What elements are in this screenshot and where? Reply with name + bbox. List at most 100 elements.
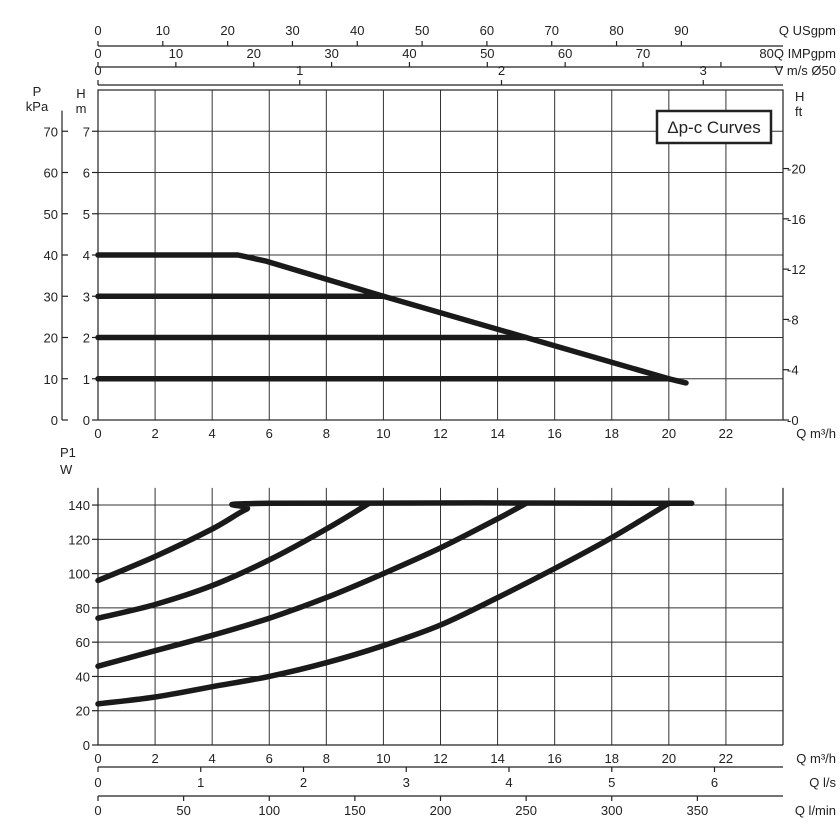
top-axis-tick-label: 0 — [94, 63, 101, 78]
power-x-tick-label: 10 — [376, 751, 390, 766]
top-axis-tick-label: 30 — [285, 23, 299, 38]
power-tick-label: 60 — [76, 635, 90, 650]
head-x-tick-label: 16 — [547, 426, 561, 441]
bottom-axis-tick-label: 1 — [197, 775, 204, 790]
bottom-axis-tick-label: 50 — [176, 803, 190, 818]
power-x-tick-label: 22 — [719, 751, 733, 766]
bottom-axis-tick-label: 4 — [505, 775, 512, 790]
top-axis-tick-label: 80 — [609, 23, 623, 38]
power-x-tick-label: 8 — [323, 751, 330, 766]
top-axis-tick-label: 30 — [324, 46, 338, 61]
head-x-tick-label: 8 — [323, 426, 330, 441]
power-tick-label: 140 — [68, 498, 90, 513]
head-ft-tick-label: -0 — [787, 413, 799, 428]
power-x-tick-label: 6 — [266, 751, 273, 766]
pressure-tick-label: 50 — [44, 207, 58, 222]
head-x-tick-label: 10 — [376, 426, 390, 441]
bottom-axis-tick-label: 150 — [344, 803, 366, 818]
head-m-tick-label: 1 — [83, 372, 90, 387]
top-axis-tick-label: 50 — [415, 23, 429, 38]
head-x-tick-label: 6 — [266, 426, 273, 441]
head-m-axis-unit: m — [76, 101, 87, 116]
power-x-axis-label: Q m³/h — [796, 751, 836, 766]
head-ft-axis-unit: ft — [795, 104, 803, 119]
head-m-axis-label: H — [76, 86, 85, 101]
top-axis-tick-label: 1 — [296, 63, 303, 78]
top-axis-tick-label: 0 — [94, 46, 101, 61]
top-axis-tick-label: 60 — [558, 46, 572, 61]
bottom-axis-label: Q l/min — [795, 803, 836, 818]
head-x-tick-label: 20 — [662, 426, 676, 441]
power-x-tick-label: 12 — [433, 751, 447, 766]
bottom-axis-tick-label: 350 — [687, 803, 709, 818]
head-m-tick-label: 4 — [83, 248, 90, 263]
head-curve-1 — [95, 252, 689, 386]
pressure-tick-label: 20 — [44, 331, 58, 346]
power-axis-unit: W — [60, 462, 73, 477]
power-x-tick-label: 2 — [151, 751, 158, 766]
power-tick-label: 120 — [68, 532, 90, 547]
bottom-axis-tick-label: 100 — [258, 803, 280, 818]
head-ft-tick-label: -16 — [787, 212, 806, 227]
pressure-tick-label: 70 — [44, 124, 58, 139]
bottom-axis-tick-label: 300 — [601, 803, 623, 818]
head-x-tick-label: 0 — [94, 426, 101, 441]
pressure-tick-label: 40 — [44, 248, 58, 263]
bottom-axis-tick-label: 3 — [403, 775, 410, 790]
top-axis-tick-label: 20 — [246, 46, 260, 61]
head-m-tick-label: 5 — [83, 207, 90, 222]
top-axis-label: V m/s Ø50 — [775, 63, 836, 78]
top-axis-tick-label: 40 — [402, 46, 416, 61]
head-x-tick-label: 22 — [719, 426, 733, 441]
top-axis-tick-label: 90 — [674, 23, 688, 38]
pressure-tick-label: 0 — [51, 413, 58, 428]
power-x-tick-label: 4 — [209, 751, 216, 766]
power-curve-3 — [95, 500, 529, 669]
head-ft-tick-label: -8 — [787, 312, 799, 327]
bottom-axis-label: Q l/s — [809, 775, 836, 790]
top-axis-tick-label: 10 — [169, 46, 183, 61]
power-x-tick-label: 14 — [490, 751, 504, 766]
bottom-axis-tick-label: 5 — [608, 775, 615, 790]
head-ft-tick-label: -4 — [787, 363, 799, 378]
power-tick-label: 20 — [76, 704, 90, 719]
top-axis-label: Q USgpm — [779, 23, 836, 38]
top-axis-tick-label: 2 — [498, 63, 505, 78]
power-axis-label: P1 — [60, 445, 76, 460]
top-axis-label: 80Q IMPgpm — [759, 46, 836, 61]
bottom-axis-tick-label: 0 — [94, 803, 101, 818]
bottom-axis-tick-label: 200 — [430, 803, 452, 818]
bottom-axis-tick-label: 2 — [300, 775, 307, 790]
pressure-tick-label: 30 — [44, 289, 58, 304]
head-x-tick-label: 2 — [151, 426, 158, 441]
power-tick-label: 100 — [68, 567, 90, 582]
head-m-tick-label: 0 — [83, 413, 90, 428]
power-tick-label: 40 — [76, 669, 90, 684]
power-x-tick-label: 18 — [605, 751, 619, 766]
pressure-tick-label: 10 — [44, 372, 58, 387]
top-axis-tick-label: 10 — [156, 23, 170, 38]
pressure-tick-label: 60 — [44, 166, 58, 181]
bottom-axis-tick-label: 0 — [94, 775, 101, 790]
top-axis-tick-label: 60 — [480, 23, 494, 38]
power-curve-4 — [95, 500, 672, 707]
top-axis-tick-label: 70 — [636, 46, 650, 61]
pressure-axis-unit: kPa — [26, 99, 49, 114]
top-axis-tick-label: 50 — [480, 46, 494, 61]
head-x-tick-label: 14 — [490, 426, 504, 441]
head-m-tick-label: 2 — [83, 331, 90, 346]
power-curve-1 — [95, 500, 695, 584]
top-axis-tick-label: 40 — [350, 23, 364, 38]
curves-badge-text: Δp-c Curves — [667, 118, 761, 137]
power-curve-2 — [95, 500, 372, 621]
head-ft-axis-label: H — [795, 89, 804, 104]
head-x-tick-label: 4 — [209, 426, 216, 441]
power-x-tick-label: 16 — [547, 751, 561, 766]
head-m-tick-label: 6 — [83, 166, 90, 181]
head-m-tick-label: 3 — [83, 289, 90, 304]
top-axis-tick-label: 3 — [700, 63, 707, 78]
head-m-tick-label: 7 — [83, 124, 90, 139]
top-axis-tick-label: 0 — [94, 23, 101, 38]
